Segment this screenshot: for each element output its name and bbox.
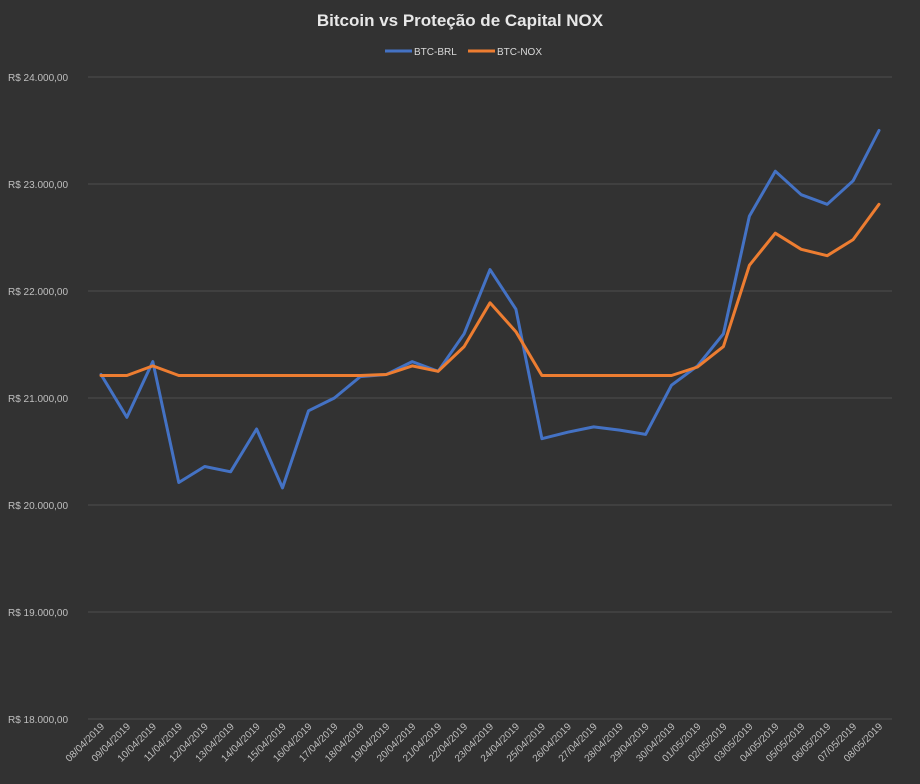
legend-label-btc-nox: BTC-NOX — [497, 47, 542, 58]
legend-label-btc-brl: BTC-BRL — [414, 47, 457, 58]
series-lines — [99, 129, 881, 490]
y-tick-label: R$ 20.000,00 — [8, 501, 68, 512]
series-line-btc-brl — [99, 129, 881, 490]
y-tick-label: R$ 22.000,00 — [8, 287, 68, 298]
chart-title: Bitcoin vs Proteção de Capital NOX — [317, 11, 604, 30]
series-line-btc-nox — [99, 202, 881, 377]
y-tick-label: R$ 19.000,00 — [8, 608, 68, 619]
legend: BTC-BRL BTC-NOX — [385, 47, 542, 58]
x-axis-ticks: 08/04/201909/04/201910/04/201911/04/2019… — [64, 721, 886, 764]
y-tick-label: R$ 21.000,00 — [8, 394, 68, 405]
y-axis-ticks: R$ 18.000,00 R$ 19.000,00 R$ 20.000,00 R$ 2… — [8, 73, 68, 726]
y-tick-label: R$ 23.000,00 — [8, 180, 68, 191]
y-tick-label: R$ 18.000,00 — [8, 715, 68, 726]
y-tick-label: R$ 24.000,00 — [8, 73, 68, 84]
gridlines — [88, 76, 892, 720]
